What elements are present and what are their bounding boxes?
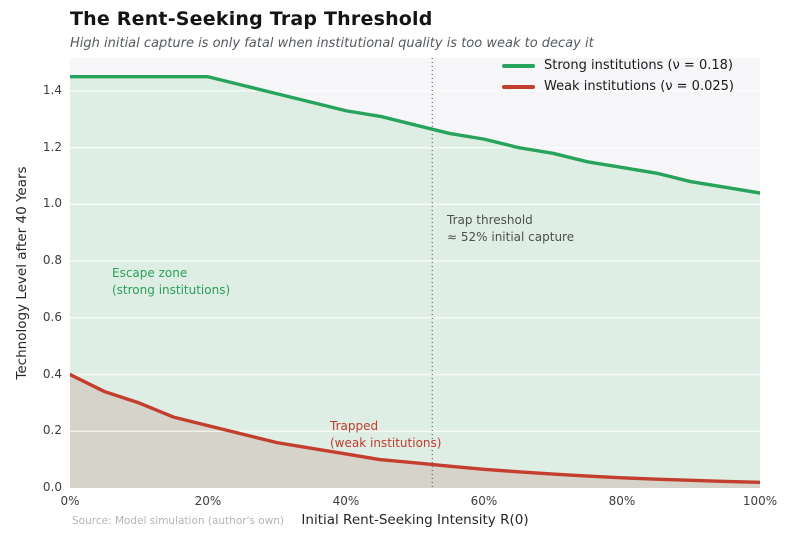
annotation-trapped-line1: Trapped bbox=[330, 419, 379, 433]
annotation-trapped-line2: (weak institutions) bbox=[330, 435, 442, 450]
y-tick-label: 0.8 bbox=[42, 253, 62, 268]
annotation-trap-threshold-line2: ≈ 52% initial capture bbox=[447, 229, 575, 244]
annotation-trap-threshold-line1: Trap threshold bbox=[447, 213, 533, 227]
x-tick-label: 0% bbox=[60, 494, 80, 508]
strong-line-swatch bbox=[502, 63, 535, 68]
weak-institutions-line bbox=[70, 372, 760, 485]
strong-institutions-line bbox=[70, 75, 760, 195]
y-tick-label: 0.4 bbox=[42, 366, 62, 381]
chart-canvas bbox=[70, 58, 760, 488]
legend-item-weak: Weak institutions (ν = 0.025) bbox=[502, 76, 734, 97]
chart-subtitle: High initial capture is only fatal when … bbox=[70, 36, 594, 51]
x-tick-label: 80% bbox=[608, 494, 636, 508]
legend-label-weak: Weak institutions (ν = 0.025) bbox=[544, 79, 734, 94]
y-tick-label: 0.6 bbox=[42, 309, 62, 324]
y-tick-label: 0.0 bbox=[42, 480, 62, 494]
x-axis-label: Initial Rent-Seeking Intensity R(0) bbox=[301, 512, 529, 528]
x-tick-label: 100% bbox=[742, 494, 778, 508]
annotation-trap-threshold: Trap threshold ≈ 52% initial capture bbox=[447, 212, 574, 245]
area-fill-escape bbox=[70, 76, 760, 488]
x-tick-label: 40% bbox=[332, 494, 360, 508]
y-tick-label: 1.2 bbox=[42, 139, 62, 154]
area-fill-trapped bbox=[70, 374, 760, 488]
y-tick-label: 0.2 bbox=[42, 423, 62, 438]
x-tick-label: 20% bbox=[194, 494, 222, 508]
annotation-escape-zone-line2: (strong institutions) bbox=[112, 282, 231, 297]
annotation-escape-zone: Escape zone (strong institutions) bbox=[112, 265, 230, 298]
plot-area bbox=[70, 58, 760, 488]
source-note: Source: Model simulation (author's own) bbox=[72, 515, 285, 527]
annotation-escape-zone-line1: Escape zone bbox=[112, 266, 188, 280]
annotation-trapped: Trapped (weak institutions) bbox=[330, 418, 441, 451]
legend-item-strong: Strong institutions (ν = 0.18) bbox=[502, 55, 734, 76]
legend-label-strong: Strong institutions (ν = 0.18) bbox=[544, 58, 733, 73]
legend: Strong institutions (ν = 0.18) Weak inst… bbox=[502, 55, 734, 97]
y-tick-label: 1.0 bbox=[42, 196, 62, 211]
y-tick-label: 1.4 bbox=[42, 82, 62, 97]
weak-line-swatch bbox=[502, 84, 535, 89]
chart-title: The Rent-Seeking Trap Threshold bbox=[70, 8, 433, 30]
x-tick-label: 60% bbox=[470, 494, 498, 508]
